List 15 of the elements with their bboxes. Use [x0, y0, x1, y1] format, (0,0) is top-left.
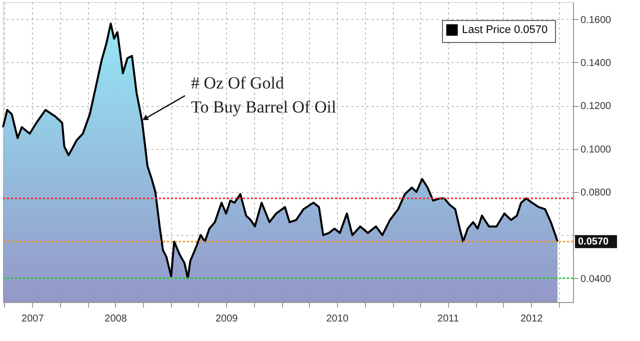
- x-tick-label: 2010: [326, 314, 349, 324]
- y-tick-label: 0.1200: [580, 101, 612, 112]
- y-tick-label: 0.1000: [580, 144, 612, 156]
- x-tick-label: 2009: [215, 314, 238, 324]
- y-tick-label: 0.1400: [580, 58, 612, 69]
- x-tick-label: 2007: [22, 314, 44, 324]
- annotation: # Oz Of Gold To Buy Barrel Of Oil: [191, 74, 336, 117]
- ref-line-label: 0.0570: [578, 236, 610, 248]
- x-tick-label: 2012: [520, 314, 544, 324]
- y-tick-label: 0.1600: [580, 14, 612, 26]
- y-tick-label: 0.0400: [580, 274, 612, 285]
- x-tick-label: 2011: [437, 314, 460, 324]
- y-tick-label: 0.0800: [580, 187, 612, 198]
- legend-label: Last Price 0.0570: [462, 24, 548, 36]
- x-tick-label: 2008: [104, 314, 128, 324]
